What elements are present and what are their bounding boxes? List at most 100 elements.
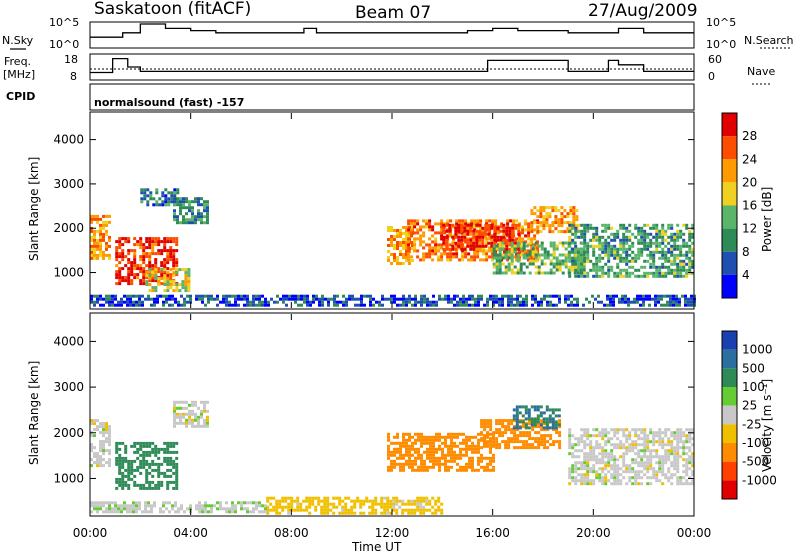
heat-cell xyxy=(667,443,671,447)
heat-cell xyxy=(545,221,549,225)
heat-cell xyxy=(387,444,390,448)
heat-cell xyxy=(646,470,650,474)
heat-cell xyxy=(458,231,462,235)
heat-cell xyxy=(669,297,672,301)
heat-cell xyxy=(610,458,614,462)
heat-cell xyxy=(533,255,537,259)
heat-cell xyxy=(197,418,200,422)
heat-cell xyxy=(545,408,549,412)
heat-cell xyxy=(568,235,572,239)
heat-cell xyxy=(634,470,638,474)
heat-cell xyxy=(234,303,237,307)
heat-cell xyxy=(172,444,176,448)
heat-cell xyxy=(177,300,180,304)
heat-cell xyxy=(634,428,638,432)
heat-cell xyxy=(595,235,599,239)
heat-cell xyxy=(483,440,487,444)
heat-cell xyxy=(463,247,467,251)
heat-cell xyxy=(511,223,515,227)
heat-cell xyxy=(163,441,167,445)
heat-cell xyxy=(649,482,653,486)
heat-cell xyxy=(613,428,617,432)
heat-cell xyxy=(554,221,558,225)
heat-cell xyxy=(99,425,102,429)
heat-cell xyxy=(501,241,505,245)
heat-cell xyxy=(637,247,641,251)
heat-cell xyxy=(601,452,605,456)
heat-cell xyxy=(670,446,674,450)
heat-cell xyxy=(637,443,641,447)
heat-cell xyxy=(299,502,303,506)
heat-cell xyxy=(303,300,306,304)
heat-cell xyxy=(604,467,608,471)
heat-cell xyxy=(384,297,387,301)
heat-cell xyxy=(149,191,153,195)
heat-cell xyxy=(648,294,651,298)
heat-cell xyxy=(321,303,324,307)
heat-cell xyxy=(640,449,644,453)
heat-cell xyxy=(184,280,188,284)
heat-cell xyxy=(688,265,692,269)
heat-cell xyxy=(118,459,122,463)
heat-cell xyxy=(172,471,176,475)
heat-cell xyxy=(432,453,435,457)
heat-cell xyxy=(575,209,579,213)
heat-cell xyxy=(399,456,402,460)
heat-cell xyxy=(108,510,111,514)
heat-cell xyxy=(490,226,494,230)
heat-cell xyxy=(549,434,553,438)
heat-cell xyxy=(405,447,408,451)
heat-cell xyxy=(507,446,511,450)
heat-cell xyxy=(643,223,647,227)
heat-cell xyxy=(512,414,516,418)
heat-cell xyxy=(682,470,686,474)
heat-cell xyxy=(135,300,138,304)
heat-cell xyxy=(504,443,508,447)
heat-cell xyxy=(396,450,399,454)
heat-cell xyxy=(479,219,483,223)
heat-cell xyxy=(356,499,360,503)
heat-cell xyxy=(461,258,465,262)
heat-cell xyxy=(685,244,689,248)
heat-cell xyxy=(682,431,686,435)
heat-cell xyxy=(583,256,587,260)
heat-cell xyxy=(383,511,387,515)
heat-cell xyxy=(413,237,417,241)
heat-cell xyxy=(524,417,528,421)
heat-cell xyxy=(552,247,556,251)
heat-cell xyxy=(428,246,432,250)
heat-cell xyxy=(471,303,474,307)
heat-cell xyxy=(141,300,144,304)
heat-cell xyxy=(622,443,626,447)
heat-cell xyxy=(652,473,656,477)
heat-cell xyxy=(604,262,608,266)
heat-cell xyxy=(483,425,487,429)
heat-cell xyxy=(426,303,429,307)
heat-cell xyxy=(670,271,674,275)
heat-cell xyxy=(648,297,651,301)
heat-cell xyxy=(649,256,653,260)
heat-cell xyxy=(166,286,170,290)
heat-cell xyxy=(450,300,453,304)
heat-cell xyxy=(206,418,209,422)
heat-cell xyxy=(561,241,565,245)
heat-cell xyxy=(482,252,486,256)
heat-cell xyxy=(537,271,541,275)
heat-cell xyxy=(200,415,203,419)
heat-cell xyxy=(463,226,467,230)
heat-cell xyxy=(568,250,572,254)
heat-cell xyxy=(90,510,93,514)
heat-cell xyxy=(203,209,206,213)
heat-cell xyxy=(437,258,441,262)
heat-cell xyxy=(519,294,522,298)
heat-cell xyxy=(643,443,647,447)
heat-cell xyxy=(166,441,170,445)
heat-cell xyxy=(459,456,462,460)
heat-cell xyxy=(478,238,482,242)
heat-cell xyxy=(441,453,444,457)
heat-cell xyxy=(682,464,686,468)
heat-cell xyxy=(432,438,435,442)
heat-cell xyxy=(545,405,549,409)
heat-cell xyxy=(577,259,581,263)
heat-cell xyxy=(139,447,143,451)
